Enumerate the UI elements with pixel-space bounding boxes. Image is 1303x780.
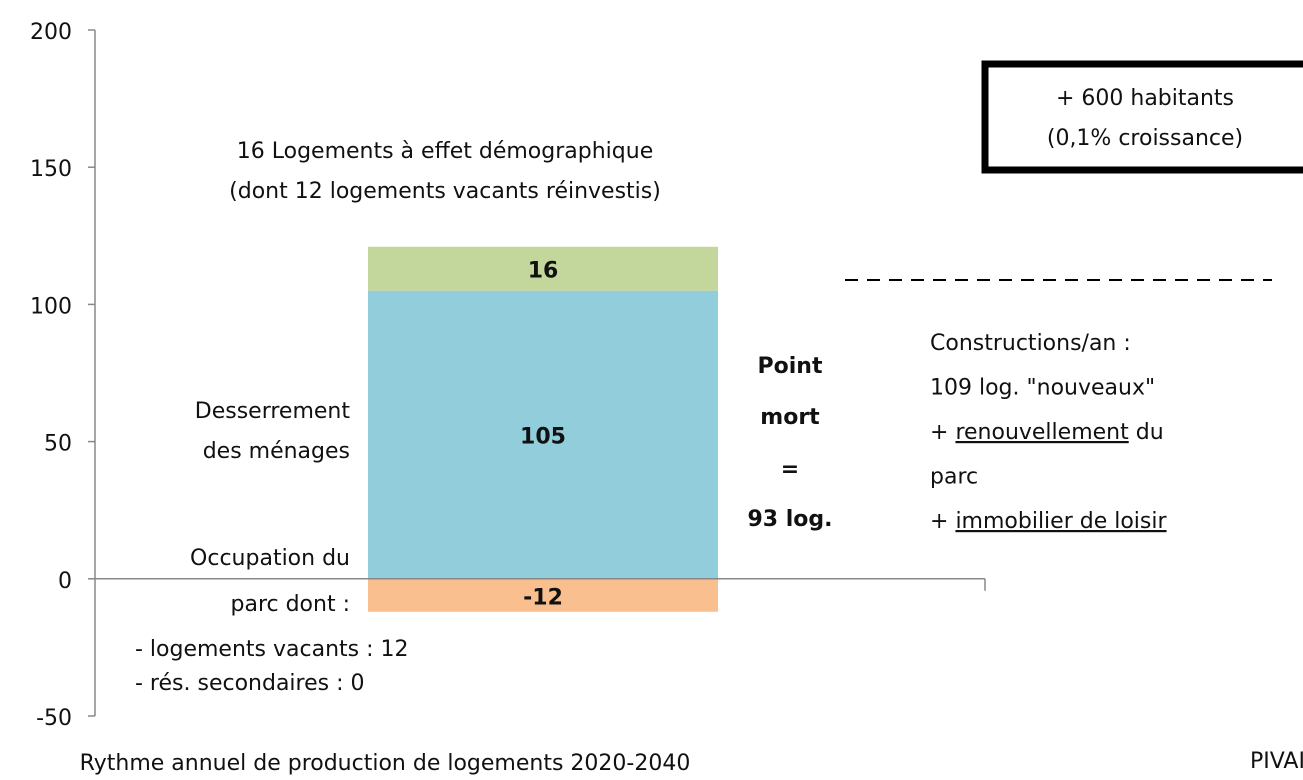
- construction-line: parc: [930, 465, 978, 490]
- construction-segment: renouvellement: [955, 420, 1129, 445]
- construction-segment: Constructions/an :: [930, 331, 1131, 356]
- data-label: 16: [528, 259, 559, 284]
- data-label: 105: [520, 425, 566, 450]
- y-tick-label: 200: [30, 20, 72, 45]
- construction-segment: parc: [930, 465, 978, 490]
- construction-line: + renouvellement du: [930, 420, 1164, 445]
- annotation: Desserrement: [195, 399, 351, 424]
- source-label: PIVAI: [1250, 749, 1303, 774]
- data-label: -12: [523, 585, 563, 610]
- y-tick-label: -50: [36, 706, 72, 731]
- bar-segment: [368, 578, 718, 612]
- bar-segment: [368, 290, 718, 579]
- point-mort: Point: [758, 354, 823, 379]
- construction-segment: immobilier de loisir: [955, 509, 1167, 534]
- construction-segment: +: [930, 509, 955, 534]
- y-tick-label: 50: [44, 432, 72, 457]
- annotation: des ménages: [203, 439, 350, 464]
- construction-segment: du: [1129, 420, 1164, 445]
- construction-segment: 109 log. "nouveaux": [930, 376, 1155, 401]
- construction-line: Constructions/an :: [930, 331, 1131, 356]
- point-mort: 93 log.: [747, 507, 832, 532]
- construction-line: + immobilier de loisir: [930, 509, 1167, 534]
- construction-line: 109 log. "nouveaux": [930, 376, 1155, 401]
- annotation: Occupation du: [190, 546, 350, 571]
- point-mort: mort: [760, 405, 820, 430]
- y-tick-label: 100: [30, 294, 72, 319]
- annotation: (dont 12 logements vacants réinvestis): [229, 179, 661, 204]
- chart-title: Rythme annuel de production de logements…: [80, 751, 691, 776]
- annotation-detail: - rés. secondaires : 0: [135, 671, 365, 696]
- construction-segment: +: [930, 420, 955, 445]
- annotation-detail: - logements vacants : 12: [135, 637, 409, 662]
- y-tick-label: 0: [58, 569, 72, 594]
- annotation: 16 Logements à effet démographique: [237, 139, 653, 164]
- point-mort: =: [781, 457, 799, 482]
- callout-box: [981, 60, 1303, 174]
- callout-text: + 600 habitants: [1056, 86, 1234, 111]
- annotation: parc dont :: [231, 592, 351, 617]
- y-tick-label: 150: [30, 157, 72, 182]
- bar-segment: [368, 246, 718, 291]
- callout-text: (0,1% croissance): [1047, 126, 1243, 151]
